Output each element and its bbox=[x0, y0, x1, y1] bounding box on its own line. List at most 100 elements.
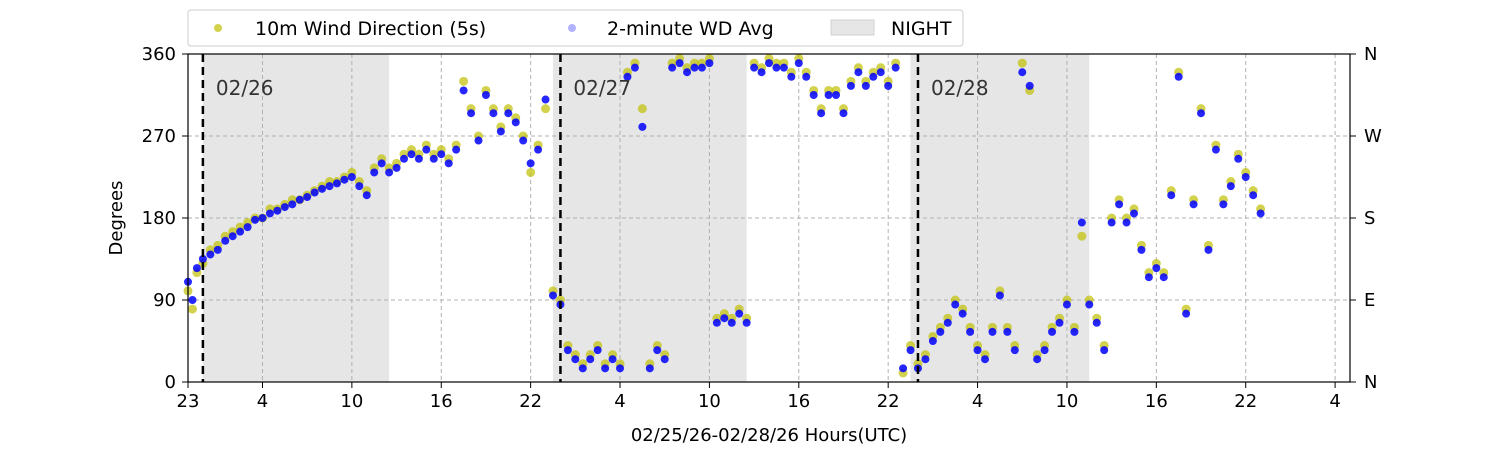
wd-2min-avg-point-131 bbox=[1152, 264, 1161, 273]
wd-2min-avg-point-141 bbox=[1226, 182, 1235, 191]
wd-2min-avg-point-7 bbox=[228, 232, 237, 241]
wd-2min-avg-point-130 bbox=[1144, 273, 1153, 282]
x-tick-label-5: 4 bbox=[614, 391, 625, 412]
wd-2min-avg-point-107 bbox=[973, 346, 982, 355]
wd-2min-avg-point-114 bbox=[1025, 81, 1034, 90]
wd-2min-avg-point-77 bbox=[750, 63, 759, 72]
legend-label-night: NIGHT bbox=[891, 18, 952, 40]
wd-2min-avg-point-137 bbox=[1197, 109, 1206, 118]
wd-2min-avg-point-25 bbox=[362, 191, 371, 200]
wd-2min-avg-point-74 bbox=[727, 318, 736, 327]
y-axis-label: Degrees bbox=[106, 181, 127, 256]
wind-direction-5s-point-38 bbox=[459, 76, 469, 86]
wd-2min-avg-point-63 bbox=[645, 364, 654, 373]
y-tick-label-0: 0 bbox=[165, 372, 176, 393]
wd-2min-avg-point-124 bbox=[1100, 346, 1109, 355]
wd-2min-avg-point-81 bbox=[779, 63, 788, 72]
wd-2min-avg-point-142 bbox=[1234, 154, 1243, 163]
wd-2min-avg-point-15 bbox=[288, 200, 297, 209]
wd-2min-avg-point-92 bbox=[861, 81, 870, 90]
wd-2min-avg-point-85 bbox=[809, 91, 818, 99]
wd-2min-avg-point-128 bbox=[1129, 209, 1138, 218]
wd-2min-avg-point-48 bbox=[534, 145, 543, 154]
wd-2min-avg-point-43 bbox=[496, 127, 505, 136]
wd-2min-avg-point-101 bbox=[928, 337, 937, 345]
wd-2min-avg-point-17 bbox=[303, 193, 312, 202]
wd-2min-avg-series bbox=[184, 59, 1265, 373]
wd-2min-avg-point-13 bbox=[273, 206, 282, 215]
wd-2min-avg-point-89 bbox=[839, 109, 848, 118]
wd-2min-avg-point-145 bbox=[1256, 209, 1265, 218]
x-axis-label: 02/25/26-02/28/26 Hours(UTC) bbox=[631, 425, 907, 446]
wd-2min-avg-point-95 bbox=[884, 81, 893, 90]
wd-2min-avg-point-33 bbox=[422, 145, 431, 154]
wd-2min-avg-point-123 bbox=[1092, 318, 1101, 327]
wd-2min-avg-point-32 bbox=[414, 154, 423, 163]
wd-2min-avg-point-29 bbox=[392, 163, 401, 172]
wd-2min-avg-point-64 bbox=[653, 346, 662, 355]
wd-2min-avg-point-78 bbox=[757, 68, 766, 77]
legend-marker-night bbox=[830, 19, 875, 36]
wd-2min-avg-point-68 bbox=[683, 68, 692, 77]
wd-2min-avg-point-3 bbox=[198, 255, 207, 263]
wind-direction-5s-point-1 bbox=[187, 304, 197, 314]
wd-2min-avg-point-20 bbox=[325, 182, 334, 191]
wd-2min-avg-point-73 bbox=[720, 314, 729, 323]
wd-2min-avg-point-84 bbox=[802, 72, 811, 81]
wd-2min-avg-point-117 bbox=[1048, 327, 1057, 336]
wd-2min-avg-point-111 bbox=[1003, 327, 1012, 336]
wd-2min-avg-point-126 bbox=[1115, 200, 1124, 209]
x-tick-label-12: 22 bbox=[1234, 391, 1257, 412]
legend-marker-wd-2min-avg bbox=[568, 24, 576, 32]
wd-2min-avg-point-19 bbox=[318, 184, 327, 193]
wd-2min-avg-point-30 bbox=[400, 154, 409, 163]
wd-2min-avg-point-106 bbox=[966, 327, 975, 336]
wd-2min-avg-point-98 bbox=[906, 346, 915, 355]
wd-2min-avg-point-47 bbox=[526, 159, 535, 168]
y-tick-label-2: 180 bbox=[142, 208, 176, 229]
wd-2min-avg-point-18 bbox=[310, 188, 319, 197]
wd-2min-avg-point-62 bbox=[638, 122, 647, 131]
wd-2min-avg-point-65 bbox=[660, 355, 669, 364]
wd-2min-avg-point-116 bbox=[1040, 346, 1049, 355]
y-right-tick-label-0: N bbox=[1364, 372, 1377, 393]
wd-2min-avg-point-118 bbox=[1055, 318, 1064, 327]
wd-2min-avg-point-41 bbox=[481, 91, 490, 99]
wd-2min-avg-point-1 bbox=[188, 296, 197, 304]
wd-2min-avg-point-119 bbox=[1062, 300, 1071, 309]
wd-2min-avg-point-4 bbox=[206, 250, 215, 259]
wd-2min-avg-point-125 bbox=[1107, 218, 1116, 227]
wd-2min-avg-point-37 bbox=[452, 145, 461, 154]
wd-2min-avg-point-8 bbox=[236, 227, 245, 236]
wd-2min-avg-point-39 bbox=[467, 109, 476, 118]
wd-2min-avg-point-44 bbox=[504, 109, 513, 118]
wd-2min-avg-point-50 bbox=[548, 291, 557, 300]
wd-2min-avg-point-90 bbox=[846, 81, 855, 90]
wd-2min-avg-point-56 bbox=[593, 346, 602, 355]
wd-2min-avg-point-26 bbox=[370, 168, 379, 177]
legend-frame bbox=[187, 9, 964, 47]
day-markers: 02/26 02/27 02/28 bbox=[201, 54, 989, 382]
legend-marker-wind-direction-5s bbox=[214, 24, 222, 32]
wd-2min-avg-point-28 bbox=[385, 168, 394, 177]
wd-2min-avg-point-24 bbox=[355, 182, 364, 191]
wd-2min-avg-point-49 bbox=[541, 95, 550, 104]
wd-2min-avg-point-83 bbox=[794, 59, 803, 68]
wd-2min-avg-point-67 bbox=[675, 59, 684, 68]
wd-2min-avg-point-72 bbox=[712, 318, 721, 327]
wd-2min-avg-point-76 bbox=[742, 318, 751, 327]
x-tick-label-13: 4 bbox=[1329, 391, 1340, 412]
wd-2min-avg-point-5 bbox=[213, 245, 222, 254]
wd-2min-avg-point-135 bbox=[1182, 309, 1191, 318]
wd-2min-avg-point-10 bbox=[251, 215, 260, 224]
wd-2min-avg-point-27 bbox=[377, 159, 386, 168]
wd-2min-avg-point-87 bbox=[824, 91, 833, 99]
wd-2min-avg-point-140 bbox=[1219, 200, 1228, 209]
x-tick-label-1: 4 bbox=[257, 391, 268, 412]
y-right-tick-label-2: S bbox=[1364, 208, 1375, 229]
wd-2min-avg-point-115 bbox=[1033, 355, 1042, 364]
wd-2min-avg-point-54 bbox=[578, 364, 587, 373]
wd-2min-avg-point-60 bbox=[623, 72, 632, 81]
wd-2min-avg-point-121 bbox=[1077, 218, 1086, 227]
